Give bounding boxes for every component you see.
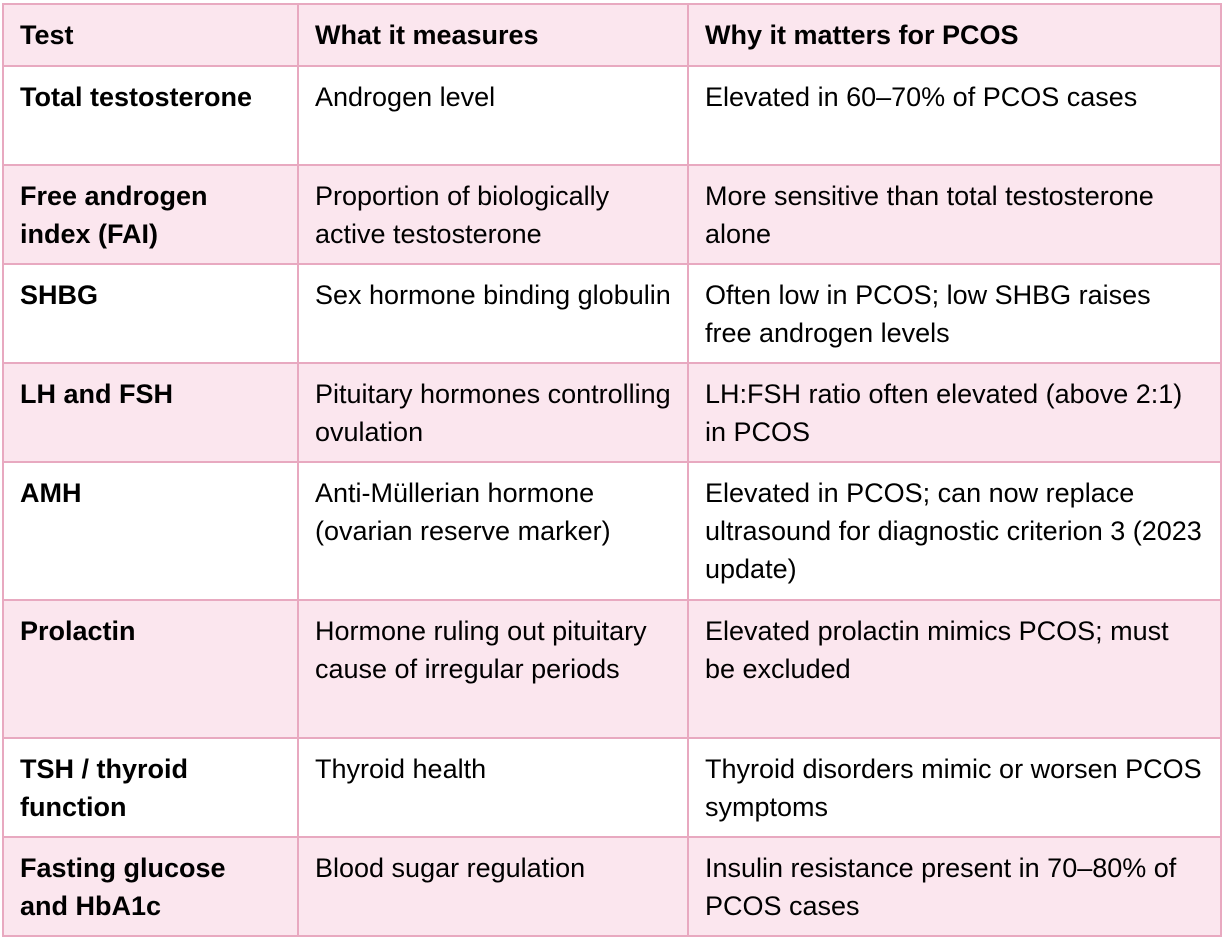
test-cell: TSH / thyroid function (2, 737, 299, 838)
table-row: SHBG Sex hormone binding globulin Often … (2, 263, 1222, 364)
measures-cell: Pituitary hormones controlling ovulation (297, 362, 689, 463)
table-row: Total testosterone Androgen level Elevat… (2, 65, 1222, 166)
test-cell: LH and FSH (2, 362, 299, 463)
measures-cell: Androgen level (297, 65, 689, 166)
table-row: Fasting glucose and HbA1c Blood sugar re… (2, 836, 1222, 937)
test-cell: SHBG (2, 263, 299, 364)
test-cell: Fasting glucose and HbA1c (2, 836, 299, 937)
header-why-it-matters: Why it matters for PCOS (687, 3, 1222, 67)
measures-cell: Proportion of biologically active testos… (297, 164, 689, 265)
header-what-it-measures: What it measures (297, 3, 689, 67)
why-cell: Elevated in PCOS; can now replace ultras… (687, 461, 1222, 601)
test-cell: AMH (2, 461, 299, 601)
why-cell: More sensitive than total testosterone a… (687, 164, 1222, 265)
why-cell: Thyroid disorders mimic or worsen PCOS s… (687, 737, 1222, 838)
header-test: Test (2, 3, 299, 67)
table-row: TSH / thyroid function Thyroid health Th… (2, 737, 1222, 838)
table-row: Free androgen index (FAI) Proportion of … (2, 164, 1222, 265)
test-cell: Free androgen index (FAI) (2, 164, 299, 265)
why-cell: Elevated in 60–70% of PCOS cases (687, 65, 1222, 166)
measures-cell: Blood sugar regulation (297, 836, 689, 937)
table-row: Prolactin Hormone ruling out pituitary c… (2, 599, 1222, 739)
table-header-row: Test What it measures Why it matters for… (2, 3, 1222, 67)
table-row: LH and FSH Pituitary hormones controllin… (2, 362, 1222, 463)
test-cell: Prolactin (2, 599, 299, 739)
test-cell: Total testosterone (2, 65, 299, 166)
table-row: AMH Anti-Müllerian hormone (ovarian rese… (2, 461, 1222, 601)
measures-cell: Hormone ruling out pituitary cause of ir… (297, 599, 689, 739)
why-cell: Often low in PCOS; low SHBG raises free … (687, 263, 1222, 364)
why-cell: LH:FSH ratio often elevated (above 2:1) … (687, 362, 1222, 463)
why-cell: Insulin resistance present in 70–80% of … (687, 836, 1222, 937)
pcos-tests-table: Test What it measures Why it matters for… (2, 3, 1222, 937)
measures-cell: Thyroid health (297, 737, 689, 838)
measures-cell: Sex hormone binding globulin (297, 263, 689, 364)
measures-cell: Anti-Müllerian hormone (ovarian reserve … (297, 461, 689, 601)
why-cell: Elevated prolactin mimics PCOS; must be … (687, 599, 1222, 739)
